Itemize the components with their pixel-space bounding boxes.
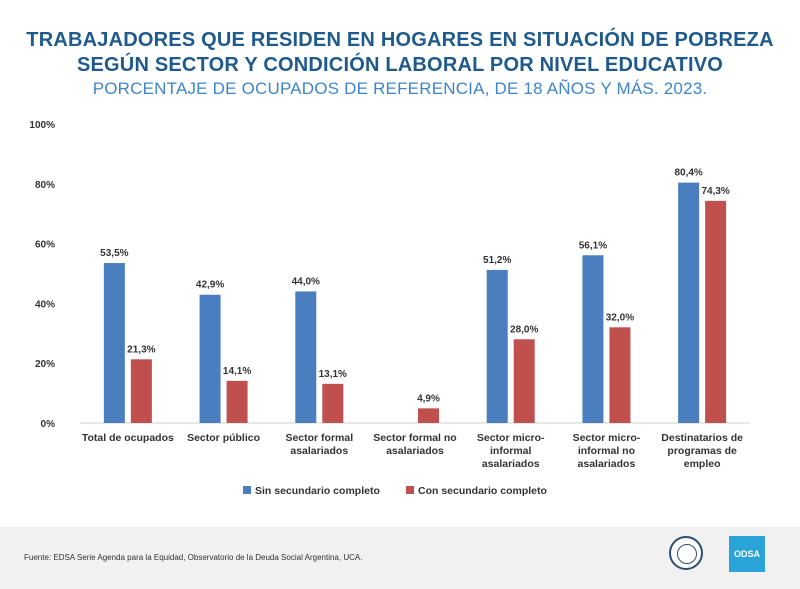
data-label: 21,3% bbox=[127, 344, 155, 355]
y-tick-label: 0% bbox=[41, 419, 56, 430]
y-tick-label: 100% bbox=[29, 120, 55, 131]
x-tick-label: Total de ocupados bbox=[82, 432, 174, 444]
bar-con-secundario bbox=[705, 200, 727, 423]
bar-con-secundario bbox=[609, 327, 631, 423]
legend-label: Con secundario completo bbox=[418, 485, 547, 497]
bar-con-secundario bbox=[513, 339, 535, 423]
data-label: 42,9% bbox=[196, 280, 224, 291]
data-label: 32,0% bbox=[606, 312, 634, 323]
university-seal-logo bbox=[669, 536, 703, 570]
data-label: 28,0% bbox=[510, 324, 538, 335]
odsa-logo: ODSA bbox=[729, 536, 765, 572]
x-tick-label: Destinatarios de programas de empleo bbox=[661, 432, 743, 470]
data-label: 44,0% bbox=[292, 276, 320, 287]
data-label: 51,2% bbox=[483, 255, 511, 266]
y-tick-label: 80% bbox=[35, 180, 55, 191]
data-label: 80,4% bbox=[674, 168, 702, 179]
bar-con-secundario bbox=[418, 408, 439, 423]
data-label: 53,5% bbox=[100, 248, 128, 259]
x-tick-label: Sector formal no asalariados bbox=[373, 432, 456, 457]
x-tick-label: Sector formal asalariados bbox=[285, 432, 353, 457]
chart-titles: TRABAJADORES QUE RESIDEN EN HOGARES EN S… bbox=[0, 28, 800, 100]
bar-sin-secundario bbox=[295, 291, 317, 423]
bar-sin-secundario bbox=[582, 255, 604, 423]
x-tick-label: Sector público bbox=[187, 432, 260, 444]
x-tick-label: Sector micro-informal no asalariados bbox=[573, 432, 641, 470]
data-label: 56,1% bbox=[579, 240, 607, 251]
legend-swatch bbox=[243, 486, 251, 494]
bar-sin-secundario bbox=[103, 263, 125, 423]
footer: Fuente: EDSA Serie Agenda para la Equida… bbox=[0, 527, 800, 589]
x-tick-label: Sector micro-informal asalariados bbox=[477, 432, 545, 470]
bar-con-secundario bbox=[226, 380, 248, 423]
legend-label: Sin secundario completo bbox=[255, 485, 380, 497]
y-tick-label: 20% bbox=[35, 359, 55, 370]
legend-swatch bbox=[406, 486, 414, 494]
source-note: Fuente: EDSA Serie Agenda para la Equida… bbox=[24, 553, 363, 562]
data-label: 4,9% bbox=[417, 393, 440, 404]
y-tick-label: 60% bbox=[35, 240, 55, 251]
data-label: 74,3% bbox=[701, 186, 729, 197]
bar-con-secundario bbox=[322, 383, 344, 423]
bar-sin-secundario bbox=[199, 294, 221, 423]
bar-sin-secundario bbox=[678, 182, 700, 423]
y-tick-label: 40% bbox=[35, 299, 55, 310]
bar-con-secundario bbox=[130, 359, 152, 423]
data-label: 13,1% bbox=[319, 369, 347, 380]
chart-title-line1: TRABAJADORES QUE RESIDEN EN HOGARES EN S… bbox=[26, 29, 774, 51]
chart-subtitle: PORCENTAJE DE OCUPADOS DE REFERENCIA, DE… bbox=[92, 79, 708, 98]
bar-chart: 0% 20% 40% 60% 80% 100% 53,5% 21,3% Total de ocu… bbox=[29, 120, 750, 497]
data-label: 14,1% bbox=[223, 366, 251, 377]
bar-sin-secundario bbox=[486, 269, 508, 423]
chart-title-line2: SEGÚN SECTOR Y CONDICIÓN LABORAL POR NIV… bbox=[76, 54, 724, 76]
